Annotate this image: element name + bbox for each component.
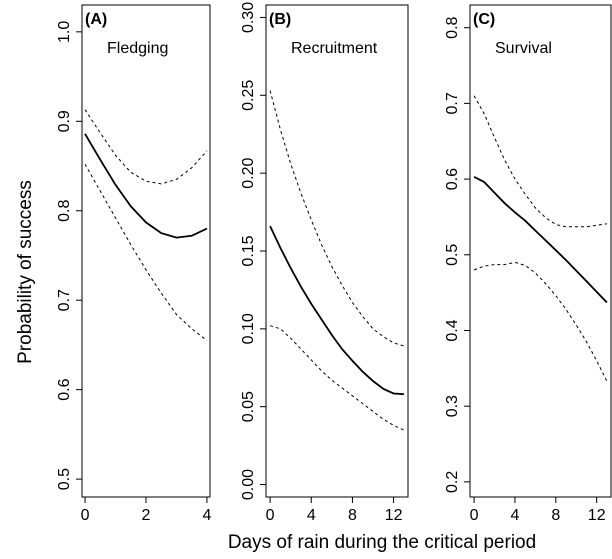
panel-title: Survival xyxy=(495,40,552,57)
x-tick-label: 4 xyxy=(307,507,316,524)
x-tick-label: 4 xyxy=(511,507,520,524)
y-tick-label: 0.7 xyxy=(444,92,461,114)
x-tick-label: 0 xyxy=(266,507,275,524)
x-tick-label: 0 xyxy=(470,507,479,524)
x-tick-label: 12 xyxy=(588,507,606,524)
plot-frame xyxy=(469,4,612,498)
y-tick-label: 0.5 xyxy=(444,244,461,266)
plot-frame xyxy=(265,4,409,498)
y-tick-label: 0.3 xyxy=(444,395,461,417)
lower-ci-line xyxy=(84,163,208,341)
panel-tag: (A) xyxy=(85,11,107,28)
y-tick-label: 0.30 xyxy=(240,2,257,33)
y-tick-label: 0.20 xyxy=(240,157,257,188)
x-tick-label: 0 xyxy=(81,507,90,524)
x-axis-title: Days of rain during the critical period xyxy=(228,532,536,553)
y-tick-label: 0.4 xyxy=(444,319,461,341)
panel-tag: (B) xyxy=(269,11,291,28)
y-tick-label: 1.0 xyxy=(56,21,73,43)
y-tick-label: 0.7 xyxy=(56,289,73,311)
y-tick-label: 0.5 xyxy=(56,468,73,490)
y-tick-label: 0.05 xyxy=(240,391,257,422)
x-tick-label: 8 xyxy=(551,507,560,524)
estimate-line xyxy=(269,225,404,396)
y-axis-title: Probability of success xyxy=(15,180,36,364)
plot-frame xyxy=(81,4,211,498)
y-tick-label: 0.6 xyxy=(444,168,461,190)
y-tick-label: 0.2 xyxy=(444,471,461,493)
x-tick-label: 12 xyxy=(385,507,403,524)
panel-tag: (C) xyxy=(473,11,495,28)
y-tick-label: 0.6 xyxy=(56,378,73,400)
x-tick-label: 2 xyxy=(142,507,151,524)
panel-b: (B)Recruitment 0.00 0.05 0.10 0.15 0.20 0.25 0.… xyxy=(240,2,409,524)
panel-title: Fledging xyxy=(107,40,168,57)
x-tick-label: 8 xyxy=(348,507,357,524)
upper-ci-line xyxy=(473,95,607,228)
y-tick-label: 0.9 xyxy=(56,110,73,132)
y-tick-label: 0.00 xyxy=(240,469,257,500)
panel-title: Recruitment xyxy=(291,40,378,57)
y-tick-label: 0.25 xyxy=(240,80,257,111)
y-tick-label: 0.8 xyxy=(444,16,461,38)
panel-c: (C)Survival 0.2 0.3 0.4 0.5 0.6 0.7 0.8 0 4 8 12 xyxy=(444,4,612,524)
upper-ci-line xyxy=(84,109,208,185)
panel-a: (A)Fledging 0.5 0.6 0.7 0.8 0.9 1.0 0 2 4 xyxy=(56,4,211,524)
estimate-line xyxy=(473,176,608,304)
lower-ci-line xyxy=(473,261,608,382)
y-tick-label: 0.8 xyxy=(56,200,73,222)
estimate-line xyxy=(84,133,208,239)
y-tick-label: 0.15 xyxy=(240,235,257,266)
y-tick-label: 0.10 xyxy=(240,313,257,344)
upper-ci-line xyxy=(269,90,405,347)
lower-ci-line xyxy=(269,325,405,431)
x-tick-label: 4 xyxy=(202,507,211,524)
